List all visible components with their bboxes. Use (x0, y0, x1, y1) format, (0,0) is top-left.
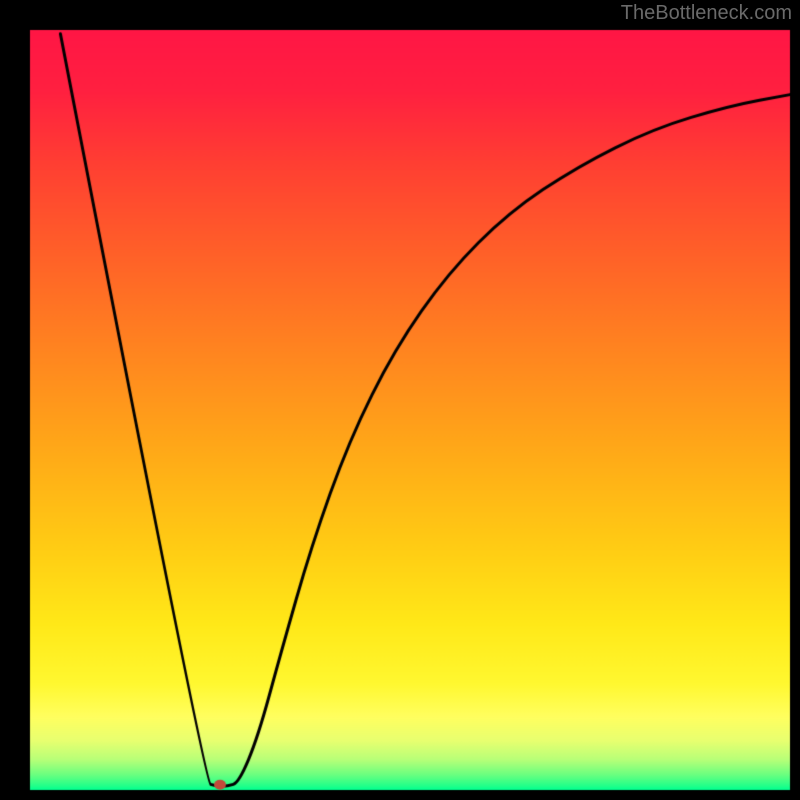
watermark-text: TheBottleneck.com (621, 2, 792, 25)
chart-curve-layer (0, 0, 800, 800)
chart-container: TheBottleneck.com (0, 0, 800, 800)
